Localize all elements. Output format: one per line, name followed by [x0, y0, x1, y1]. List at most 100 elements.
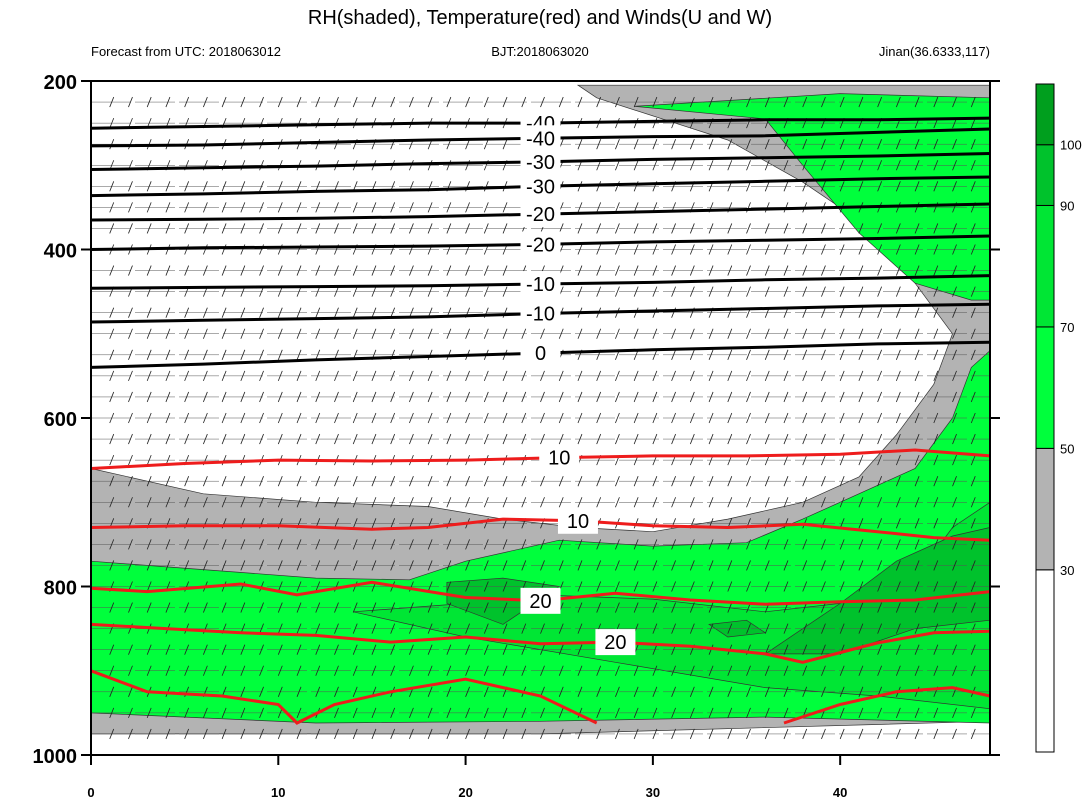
wind-barb [746, 160, 751, 171]
chart-subtitle-center: BJT:2018063020 [491, 44, 589, 59]
wind-barb [483, 139, 489, 150]
wind-barb [296, 581, 302, 592]
wind-barb [746, 328, 751, 339]
wind-barb [371, 412, 377, 424]
wind-barb [764, 560, 770, 571]
wind-barb [577, 244, 583, 255]
wind-barb [259, 539, 264, 550]
wind-barb [240, 686, 246, 697]
wind-barb [952, 286, 957, 297]
wind-barb [596, 476, 602, 487]
wind-barb [895, 412, 901, 424]
wind-barb [409, 265, 414, 276]
wind-barb [502, 223, 508, 234]
wind-barb [165, 560, 171, 571]
wind-barb [727, 223, 733, 234]
wind-barb [952, 476, 957, 487]
wind-barb [633, 139, 639, 150]
wind-barb [746, 476, 751, 487]
wind-barb [952, 644, 957, 655]
wind-barb [371, 476, 377, 487]
wind-barb [109, 707, 115, 719]
wind-barb [296, 96, 302, 108]
wind-barb [390, 223, 396, 234]
wind-barb [952, 497, 957, 508]
wind-barb [895, 286, 901, 297]
wind-barb [128, 223, 133, 234]
wind-barb [146, 707, 152, 719]
wind-barb [727, 686, 733, 697]
wind-barb [446, 433, 452, 445]
wind-barb [596, 265, 602, 276]
wind-barb [390, 328, 396, 339]
wind-barb [296, 476, 302, 487]
wind-barb [689, 476, 695, 487]
wind-barb [165, 181, 171, 192]
wind-barb [446, 286, 452, 297]
wind-barb [483, 602, 489, 613]
wind-barb [390, 370, 396, 382]
wind-barb [465, 539, 470, 550]
wind-barb [839, 454, 845, 466]
wind-barb [277, 623, 283, 634]
wind-barb [296, 602, 302, 613]
wind-barb [521, 644, 527, 655]
wind-barb [146, 412, 152, 424]
wind-barb [446, 665, 452, 676]
wind-barb [483, 476, 489, 487]
wind-barb [727, 244, 733, 255]
wind-barb [371, 328, 377, 339]
wind-barb [633, 286, 639, 297]
wind-barb [914, 286, 920, 297]
wind-barb [764, 391, 770, 403]
wind-barb [409, 728, 414, 740]
wind-barb [165, 476, 171, 487]
wind-barb [203, 728, 208, 740]
wind-barb [521, 433, 527, 445]
wind-barb [633, 412, 639, 424]
wind-barb [203, 391, 208, 403]
wind-barb [390, 623, 396, 634]
wind-barb [895, 665, 901, 676]
wind-barb [259, 707, 264, 719]
wind-barb [671, 602, 676, 613]
wind-barb [483, 286, 489, 297]
wind-barb [708, 686, 714, 697]
wind-barb [465, 370, 470, 382]
wind-barb [502, 265, 508, 276]
wind-barb [427, 539, 433, 550]
wind-barb [633, 665, 639, 676]
wind-barb [858, 728, 864, 740]
wind-barb [914, 139, 920, 150]
wind-barb [502, 560, 508, 571]
wind-barb [914, 349, 920, 360]
wind-barb [259, 96, 264, 108]
wind-barb [240, 181, 246, 192]
wind-barb [895, 391, 901, 403]
wind-barb [577, 686, 583, 697]
wind-barb [596, 286, 602, 297]
wind-barb [839, 497, 845, 508]
wind-barb [277, 560, 283, 571]
colorbar-band-5 [1035, 83, 1055, 146]
wind-barb [296, 391, 302, 403]
wind-barb [296, 433, 302, 445]
wind-barb [970, 707, 976, 719]
wind-barb [446, 412, 452, 424]
wind-barb [652, 139, 658, 150]
wind-barb [671, 139, 676, 150]
wind-barb [839, 476, 845, 487]
wind-barb [446, 202, 452, 213]
wind-barb [390, 433, 396, 445]
wind-barb [277, 202, 283, 213]
wind-barb [877, 581, 882, 592]
wind-barb [877, 265, 882, 276]
wind-barb [296, 202, 302, 213]
wind-barb [483, 96, 489, 108]
wind-barb [296, 265, 302, 276]
wind-barb [802, 623, 808, 634]
wind-barb [615, 96, 620, 108]
wind-barb [652, 370, 658, 382]
wind-barb [577, 96, 583, 108]
wind-barb [615, 370, 620, 382]
